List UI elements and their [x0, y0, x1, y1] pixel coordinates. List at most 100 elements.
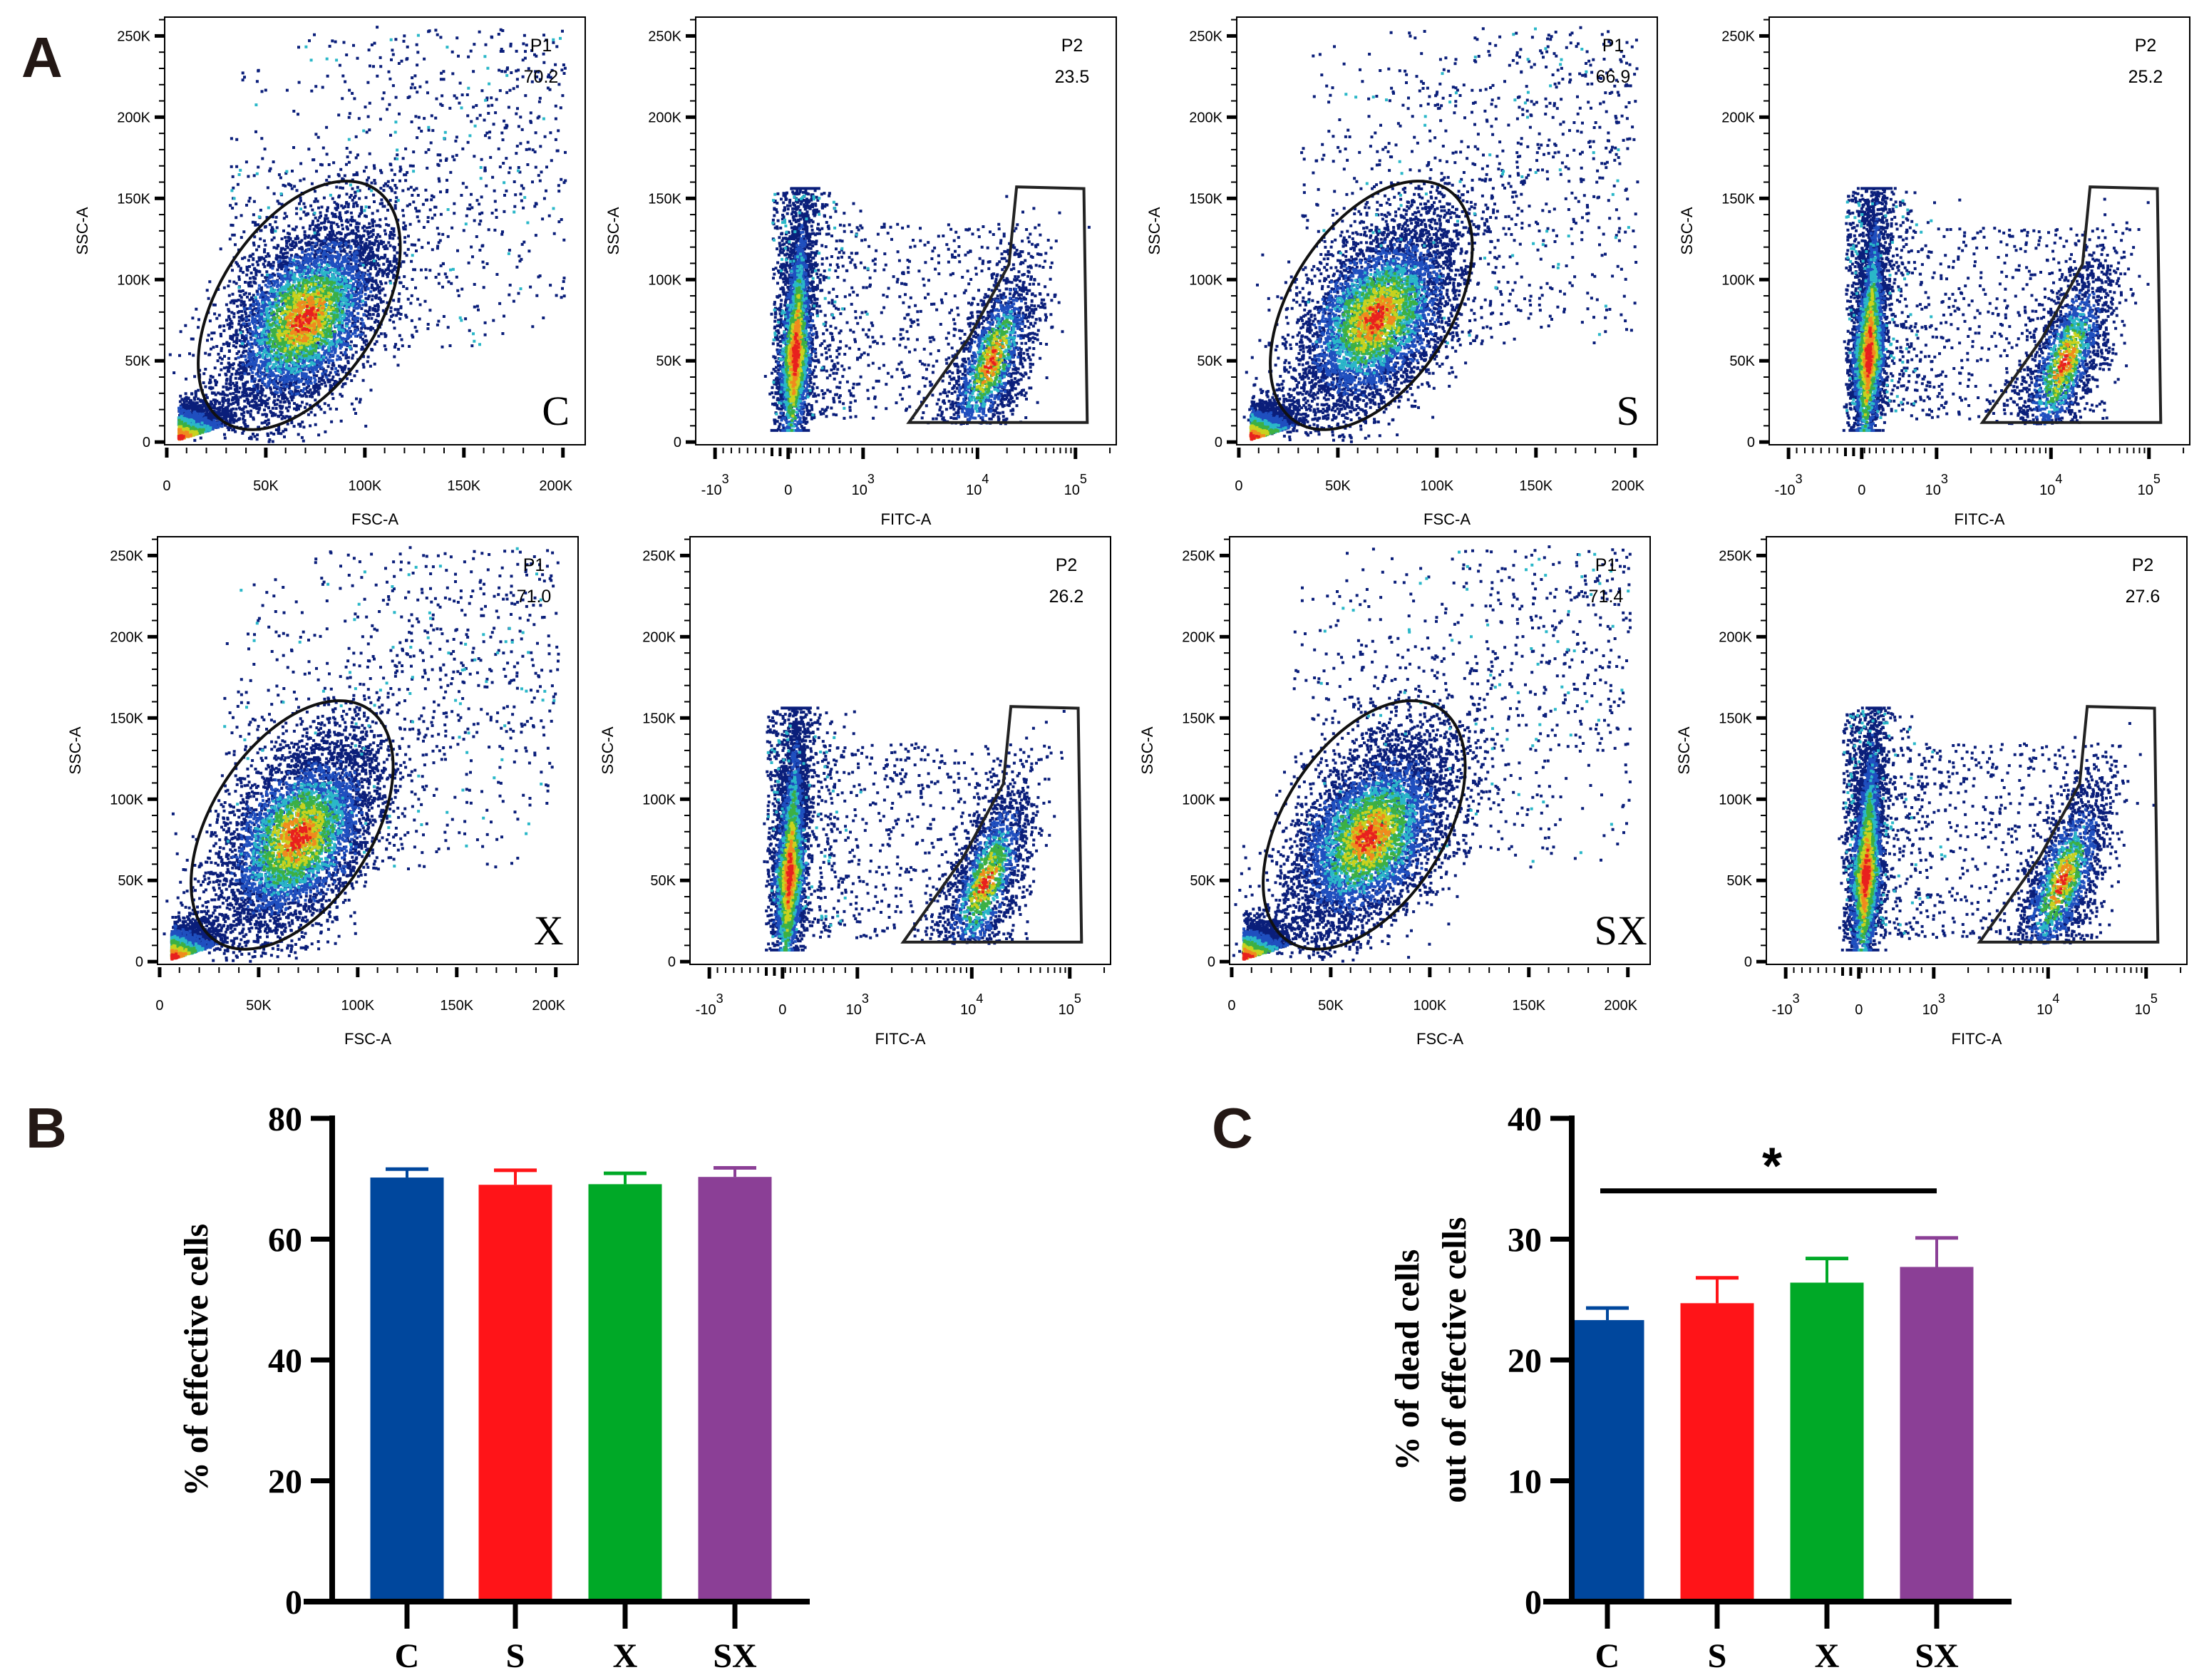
event-dots [1850, 202, 2101, 432]
y-tick-label: 100K [110, 792, 143, 808]
y-tick-label: 250K [1182, 548, 1215, 564]
gate-name: P2 [1056, 555, 1078, 575]
y-tick-label: 50K [1726, 873, 1752, 889]
x-tick-label: 150K [440, 998, 473, 1014]
group-label: C [542, 388, 570, 434]
flow-panel-fsc: 0 50K 100K 150K 200K 250K SSC-A 0 50K 100K 150K 200… [73, 16, 586, 528]
flow-panel-fsc: 0 50K 100K 150K 200K 250K SSC-A 0 50K 100K 150K 200… [1145, 16, 1658, 528]
y-axis-title: SSC-A [604, 207, 622, 255]
x-tick-label: 104 [2039, 472, 2062, 498]
x-tick-label: 104 [960, 991, 983, 1018]
event-dots [763, 187, 1091, 432]
y-tick-label: 200K [1719, 629, 1752, 645]
gate-percentage: 26.2 [1049, 587, 1084, 607]
flow-panel-fitc: 0 50K 100K 150K 200K 250K SSC-A -103 0 103 104 105 F… [599, 536, 1111, 1048]
group-label: SX [1595, 907, 1647, 954]
gate-percentage: 66.9 [1596, 67, 1631, 87]
panel-label-c: C [1212, 1096, 1253, 1160]
x-tick-label: 0 [155, 998, 163, 1014]
category-label: C [395, 1637, 420, 1675]
x-tick-label: 104 [2036, 991, 2059, 1018]
y-tick-label: 200K [110, 629, 143, 645]
x-tick-label: 105 [2135, 991, 2158, 1018]
event-dots [1242, 803, 1399, 960]
y-tick-label: 100K [642, 792, 676, 808]
y-tick-label: 250K [1721, 29, 1755, 44]
category-label: X [1815, 1637, 1840, 1675]
y-tick-label: 0 [1744, 954, 1752, 970]
flow-panel-fsc: 0 50K 100K 150K 200K 250K SSC-A 0 50K 100K 150K 200… [1138, 536, 1651, 1048]
y-tick-label: 250K [648, 29, 681, 44]
x-tick-label: -103 [1772, 991, 1800, 1018]
event-dots [170, 822, 312, 961]
y-tick-label: 0 [1215, 435, 1222, 450]
y-tick-label: 50K [656, 354, 681, 369]
gate-percentage: 71.4 [1589, 587, 1624, 607]
y-axis-title: SSC-A [599, 726, 617, 775]
gate-p2-polygon [1977, 705, 2160, 944]
category-label: X [613, 1637, 638, 1675]
x-tick-label: 50K [253, 478, 279, 494]
gate-name: P2 [1061, 36, 1083, 56]
event-dots [776, 224, 1025, 432]
y-tick-label: 80 [268, 1101, 302, 1138]
gate-p1-ellipse [197, 180, 402, 431]
y-tick-label: 0 [668, 954, 676, 970]
y-tick-label: 100K [1719, 792, 1752, 808]
y-tick-label: 100K [117, 272, 150, 288]
y-axis-title: SSC-A [1678, 207, 1696, 255]
gate-percentage: 23.5 [1055, 67, 1090, 87]
gate-p2-polygon [906, 185, 1089, 424]
y-tick-label: 200K [1721, 110, 1755, 125]
bar-c [1570, 1320, 1644, 1602]
y-tick-label: 200K [1189, 110, 1222, 125]
gate-name: P2 [2135, 36, 2157, 56]
event-dots [177, 274, 344, 438]
group-label: X [534, 907, 564, 954]
y-tick-label: 100K [1182, 792, 1215, 808]
category-label: SX [713, 1637, 757, 1675]
y-tick-label: 250K [642, 548, 676, 564]
flow-panel-fitc: 0 50K 100K 150K 200K 250K SSC-A -103 0 103 104 105 F… [1675, 536, 2188, 1048]
y-tick-label: 0 [1208, 954, 1215, 970]
y-tick-label: 0 [143, 435, 150, 450]
group-label: S [1617, 388, 1639, 434]
x-tick-label: 0 [784, 483, 792, 498]
event-dots [1249, 303, 1389, 441]
plot-frame [1766, 536, 2188, 965]
y-tick-label: 10 [1508, 1463, 1542, 1501]
gate-p2-polygon [1979, 185, 2163, 424]
event-dots [177, 292, 326, 441]
category-label: C [1595, 1637, 1620, 1675]
x-tick-label: 0 [1227, 998, 1235, 1014]
y-tick-label: 0 [674, 435, 681, 450]
y-tick-label: 30 [1508, 1222, 1542, 1259]
event-dots [1250, 238, 1445, 434]
y-tick-label: 150K [642, 711, 676, 726]
category-label: S [1708, 1637, 1727, 1675]
y-tick-label: 150K [648, 191, 681, 207]
gate-p2-polygon [900, 705, 1083, 944]
event-dots [1232, 545, 1632, 963]
y-tick-label: 200K [642, 629, 676, 645]
gate-name: P1 [523, 555, 545, 575]
y-axis-title: out of effective cells [1436, 1217, 1473, 1503]
bar-sx [1900, 1267, 1974, 1602]
panel-label-b: B [26, 1096, 67, 1160]
y-tick-label: 250K [1189, 29, 1222, 44]
x-tick-label: 103 [1922, 991, 1945, 1018]
gate-p1-ellipse [190, 699, 395, 951]
y-axis-title: % of dead cells [1389, 1249, 1426, 1471]
x-tick-label: 200K [532, 998, 565, 1014]
y-tick-label: 200K [648, 110, 681, 125]
x-tick-label: 103 [1925, 472, 1948, 498]
x-tick-label: 200K [1611, 478, 1644, 494]
y-axis-title: % of effective cells [177, 1224, 215, 1496]
y-tick-label: 0 [285, 1584, 302, 1622]
y-tick-label: 200K [117, 110, 150, 125]
x-tick-label: 150K [1519, 478, 1553, 494]
x-tick-label: 104 [966, 472, 989, 498]
